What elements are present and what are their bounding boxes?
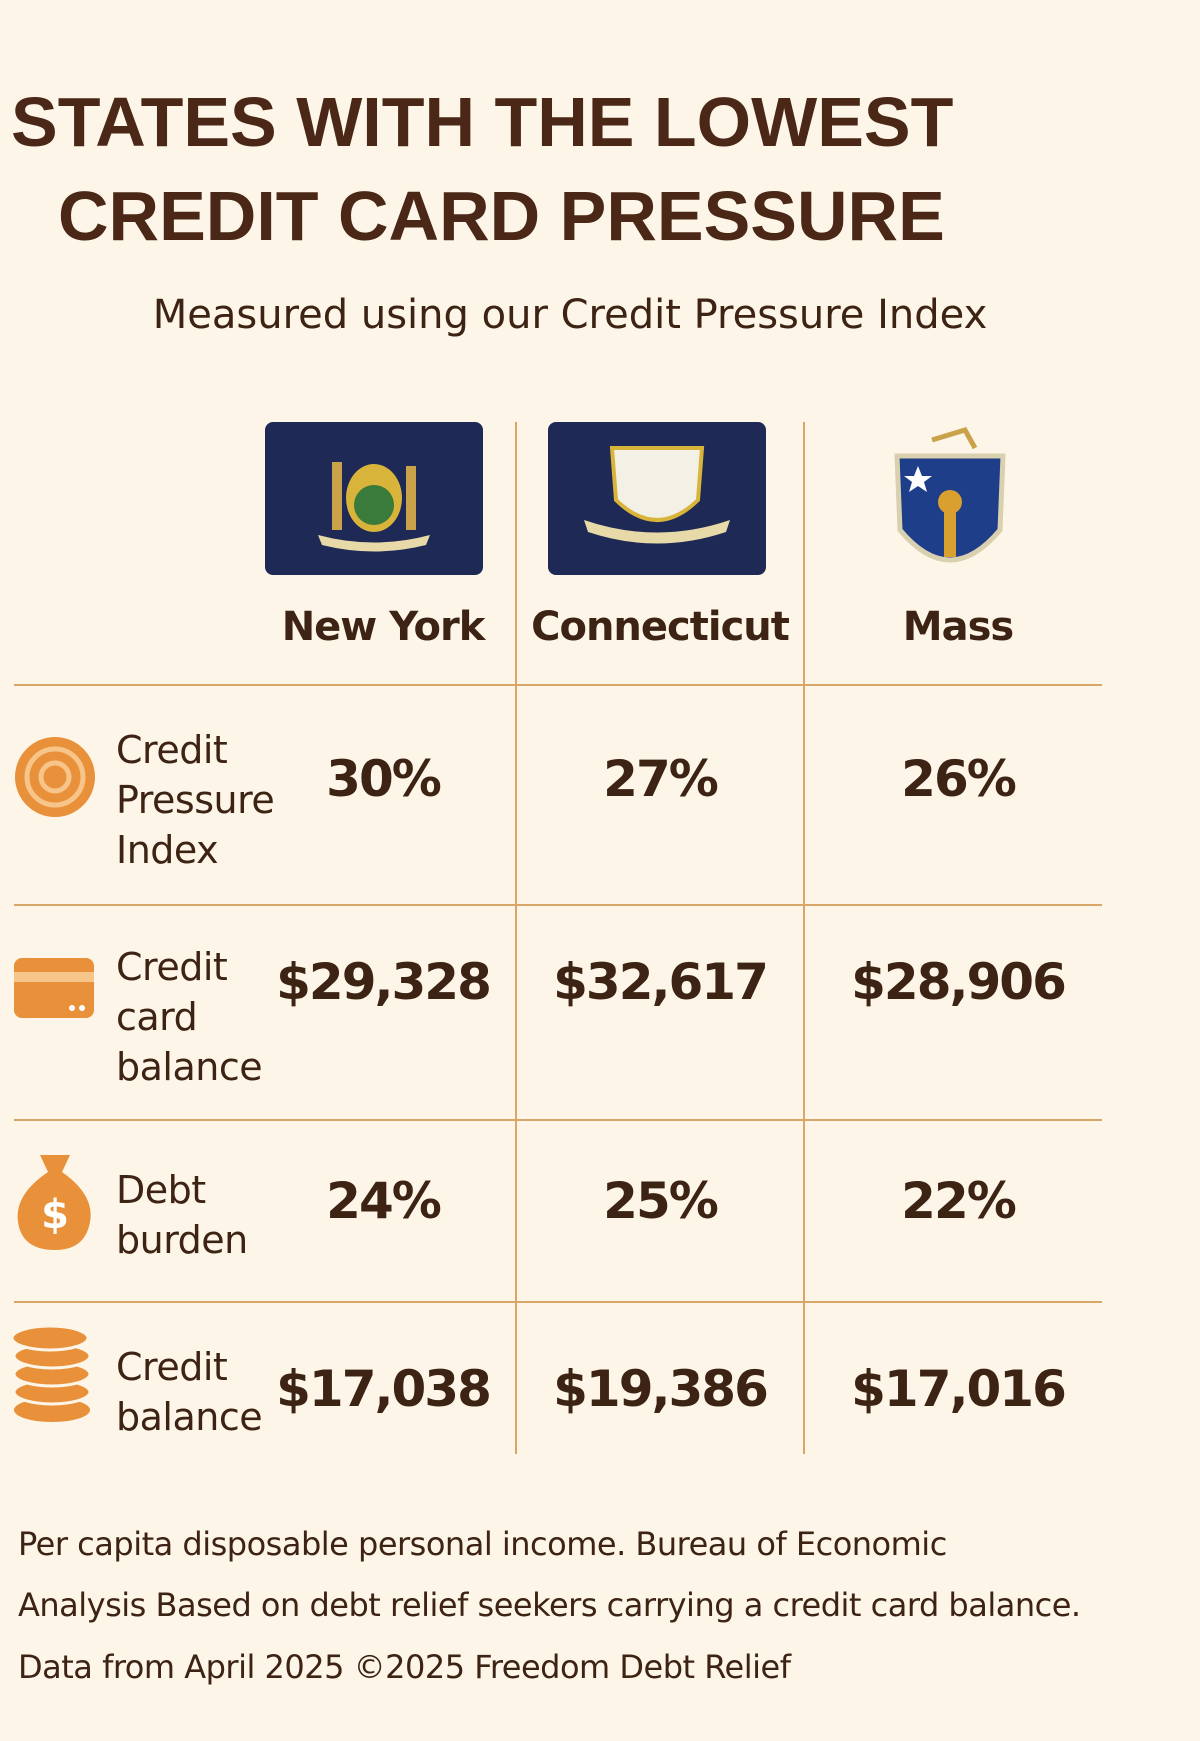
- cell-value: 26%: [901, 750, 1017, 808]
- column-header: Mass: [902, 604, 1014, 650]
- row-label: Credit card balance: [116, 945, 263, 1089]
- title: CREDIT CARD PRESSURE: [58, 177, 945, 255]
- cell-value: $17,038: [276, 1360, 492, 1418]
- ma-seal: [894, 427, 1006, 563]
- ct-flag: [548, 422, 766, 575]
- row-label: Credit Pressure Index: [116, 728, 275, 872]
- row-label: Credit balance: [116, 1345, 263, 1439]
- ny-flag: [265, 422, 483, 575]
- icons: $: [10, 737, 95, 1422]
- cell-value: 27%: [603, 750, 719, 808]
- footer-line: Data from April 2025 ©2025 Freedom Debt …: [18, 1648, 791, 1686]
- coins-icon: [10, 1324, 92, 1422]
- cell-value: 22%: [901, 1172, 1017, 1230]
- cell-value: 30%: [326, 750, 442, 808]
- grid: [14, 422, 1102, 1454]
- cell-value: 24%: [326, 1172, 442, 1230]
- column-header: New York: [281, 604, 486, 650]
- cell-value: $32,617: [553, 953, 769, 1011]
- bag-icon: [17, 1155, 91, 1250]
- title: STATES WITH THE LOWEST: [11, 83, 954, 161]
- footer-line: Analysis Based on debt relief seekers ca…: [18, 1586, 1081, 1624]
- svg-text:$: $: [41, 1192, 69, 1238]
- subtitle: Measured using our Credit Pressure Index: [152, 292, 988, 338]
- cell-value: $19,386: [553, 1360, 769, 1418]
- cell-value: 25%: [603, 1172, 719, 1230]
- cell-value: $28,906: [851, 953, 1067, 1011]
- row-label: Debt burden: [116, 1168, 248, 1262]
- cell-value: $29,328: [276, 953, 492, 1011]
- column-header: Connecticut: [531, 604, 790, 650]
- cell-value: $17,016: [851, 1360, 1067, 1418]
- footer-line: Per capita disposable personal income. B…: [18, 1525, 947, 1563]
